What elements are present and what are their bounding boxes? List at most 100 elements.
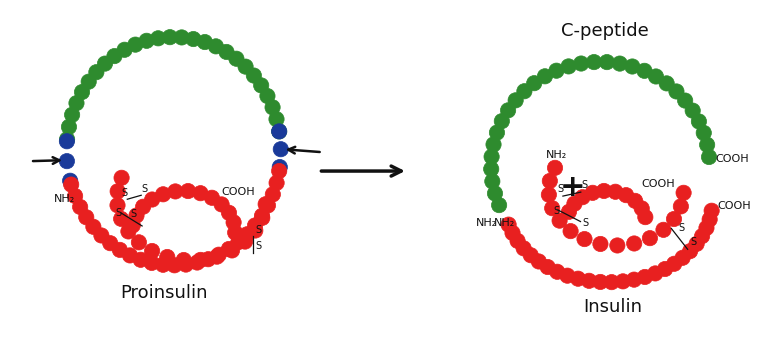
Circle shape — [563, 224, 578, 239]
Circle shape — [167, 184, 183, 199]
Circle shape — [227, 225, 243, 240]
Circle shape — [647, 266, 663, 281]
Circle shape — [254, 208, 270, 224]
Text: NH₂: NH₂ — [475, 218, 497, 227]
Circle shape — [162, 30, 177, 45]
Circle shape — [186, 31, 201, 47]
Circle shape — [637, 209, 653, 225]
Circle shape — [193, 252, 208, 267]
Text: S: S — [582, 218, 588, 227]
Circle shape — [210, 249, 224, 264]
Circle shape — [700, 137, 715, 152]
Circle shape — [545, 200, 560, 216]
Circle shape — [548, 160, 563, 176]
Circle shape — [64, 177, 79, 192]
Circle shape — [69, 95, 84, 111]
Circle shape — [74, 84, 90, 100]
Text: S: S — [581, 180, 588, 190]
Circle shape — [144, 244, 160, 259]
Circle shape — [527, 75, 542, 91]
Circle shape — [59, 134, 74, 149]
Circle shape — [508, 93, 523, 108]
Circle shape — [505, 225, 520, 241]
Circle shape — [484, 149, 499, 164]
Circle shape — [61, 119, 77, 135]
Circle shape — [571, 271, 586, 286]
Circle shape — [144, 192, 160, 207]
Circle shape — [599, 54, 614, 70]
Circle shape — [501, 103, 516, 118]
Circle shape — [607, 184, 623, 199]
Text: S: S — [678, 224, 684, 234]
Circle shape — [110, 184, 125, 199]
Circle shape — [59, 132, 74, 147]
Circle shape — [253, 78, 269, 93]
Circle shape — [178, 257, 194, 272]
Circle shape — [68, 188, 83, 204]
Text: COOH: COOH — [717, 201, 751, 211]
Text: NH₂: NH₂ — [545, 150, 567, 159]
Circle shape — [272, 124, 286, 139]
Circle shape — [265, 187, 280, 202]
Circle shape — [523, 247, 538, 263]
Circle shape — [127, 37, 143, 52]
Circle shape — [560, 268, 575, 283]
Circle shape — [258, 197, 273, 212]
Circle shape — [549, 63, 564, 78]
Circle shape — [155, 187, 170, 202]
Circle shape — [667, 256, 682, 271]
Circle shape — [221, 205, 237, 220]
Text: Proinsulin: Proinsulin — [120, 284, 207, 302]
Text: NH₂: NH₂ — [494, 218, 515, 228]
Circle shape — [204, 190, 220, 205]
Circle shape — [122, 248, 137, 263]
Circle shape — [637, 269, 653, 284]
Circle shape — [131, 235, 147, 250]
Circle shape — [230, 235, 246, 250]
Circle shape — [219, 44, 234, 59]
Circle shape — [112, 242, 127, 257]
Circle shape — [627, 272, 642, 287]
Text: S: S — [256, 225, 261, 235]
Circle shape — [596, 183, 611, 199]
Circle shape — [193, 185, 208, 201]
Circle shape — [627, 236, 642, 251]
Circle shape — [269, 111, 284, 127]
Circle shape — [581, 273, 597, 288]
Circle shape — [180, 183, 196, 199]
Circle shape — [484, 161, 499, 177]
Circle shape — [704, 203, 720, 218]
Circle shape — [89, 64, 104, 80]
Circle shape — [114, 170, 129, 185]
Circle shape — [224, 243, 240, 258]
Circle shape — [176, 252, 191, 268]
Circle shape — [676, 185, 691, 200]
Circle shape — [237, 234, 253, 249]
Circle shape — [226, 215, 241, 230]
Circle shape — [531, 254, 547, 269]
Circle shape — [685, 103, 700, 118]
Circle shape — [247, 68, 261, 83]
Text: S: S — [558, 184, 564, 194]
Circle shape — [221, 241, 237, 257]
Circle shape — [494, 114, 509, 129]
Circle shape — [121, 224, 136, 239]
Circle shape — [550, 264, 564, 279]
Circle shape — [86, 219, 101, 235]
Circle shape — [574, 56, 589, 71]
Circle shape — [151, 31, 166, 46]
Text: S: S — [690, 237, 697, 247]
Circle shape — [260, 88, 275, 104]
Circle shape — [59, 153, 74, 169]
Circle shape — [542, 173, 558, 189]
Circle shape — [615, 274, 631, 289]
Circle shape — [659, 76, 674, 91]
Circle shape — [701, 150, 717, 165]
Circle shape — [247, 218, 263, 233]
Circle shape — [593, 274, 608, 289]
Circle shape — [561, 59, 576, 74]
Circle shape — [618, 188, 634, 203]
Circle shape — [62, 173, 78, 188]
Circle shape — [144, 255, 160, 271]
Circle shape — [634, 201, 650, 216]
